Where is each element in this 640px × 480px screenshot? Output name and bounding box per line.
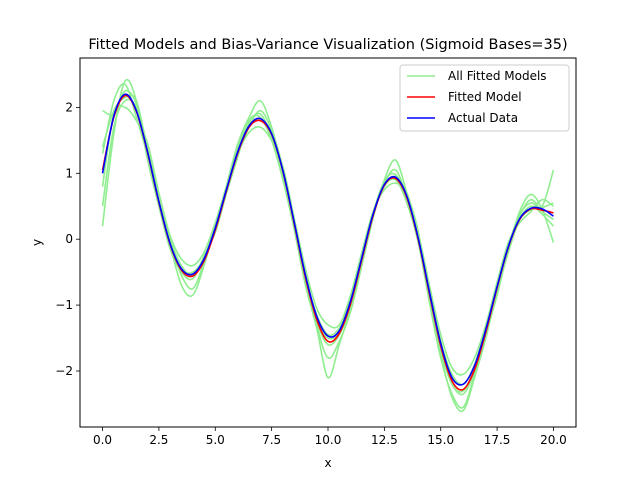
x-tick-label: 7.5 <box>262 433 281 447</box>
legend-entry: Fitted Model <box>448 90 522 104</box>
x-axis: 0.0 2.5 5.0 7.5 10.0 12.5 15.0 17.5 20.0 <box>93 427 567 447</box>
plot-area <box>101 78 555 413</box>
x-axis-label: x <box>324 456 331 470</box>
x-tick-label: 20.0 <box>540 433 567 447</box>
x-tick-label: 10.0 <box>315 433 342 447</box>
y-tick-label: −2 <box>55 364 73 378</box>
y-tick-label: 0 <box>65 232 73 246</box>
x-tick-label: 17.5 <box>484 433 511 447</box>
x-tick-label: 12.5 <box>371 433 398 447</box>
x-tick-label: 0.0 <box>93 433 112 447</box>
legend: All Fitted Models Fitted Model Actual Data <box>399 64 570 132</box>
legend-box <box>399 64 570 132</box>
y-axis-label: y <box>30 239 44 246</box>
fitted-model-line-3 <box>101 104 554 376</box>
y-axis: −2 −1 0 1 2 <box>55 100 80 378</box>
y-tick-label: 2 <box>65 100 73 114</box>
x-tick-label: 2.5 <box>149 433 168 447</box>
y-tick-label: 1 <box>65 166 73 180</box>
legend-entry: All Fitted Models <box>448 69 547 83</box>
actual-data-line <box>101 93 554 386</box>
x-tick-label: 5.0 <box>206 433 225 447</box>
x-tick-label: 15.0 <box>427 433 454 447</box>
fitted-model-line-4 <box>101 83 555 413</box>
fitted-model-line-2 <box>101 78 555 409</box>
y-tick-label: −1 <box>55 298 73 312</box>
chart-title: Fitted Models and Bias-Variance Visualiz… <box>88 37 567 53</box>
legend-entry: Actual Data <box>448 111 518 125</box>
